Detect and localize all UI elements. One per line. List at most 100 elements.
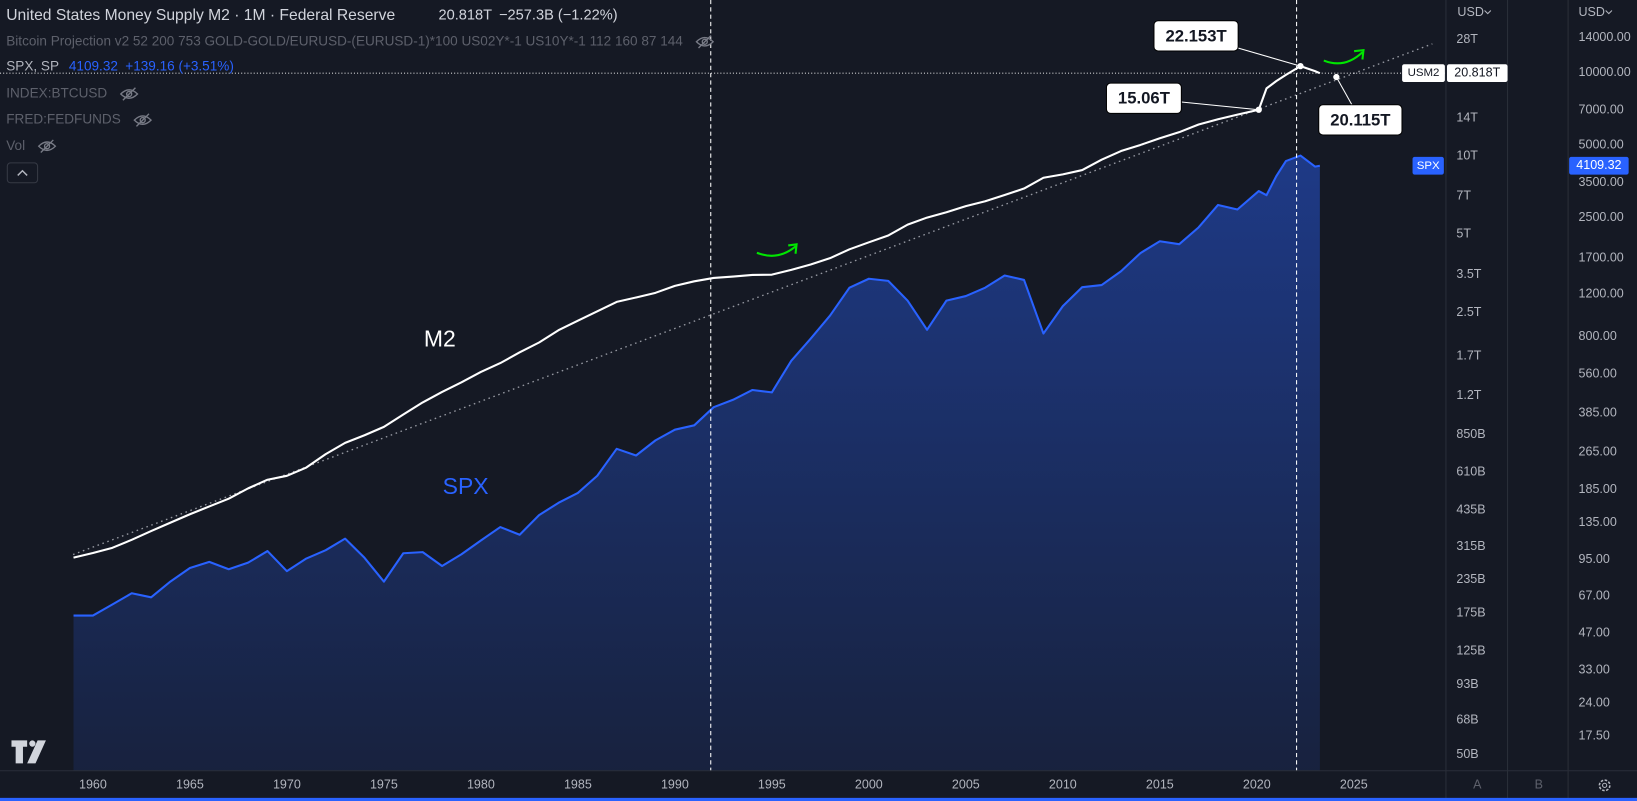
- y-tick-label: 5T: [1456, 227, 1471, 241]
- x-tick-label: 2000: [855, 778, 883, 792]
- y2-tick-label: 1700.00: [1579, 250, 1624, 264]
- overlay: 28T 14T 10T 7T 5T 3.5T 2.5T 1.7T 1.2T 850B 610B 435…: [38, 20, 1631, 792]
- y-tick-label: 7T: [1456, 189, 1471, 203]
- y-tick-label: 10T: [1456, 148, 1478, 162]
- price-tag: [1446, 64, 1508, 83]
- x-tick-label: 1985: [564, 778, 592, 792]
- legend-row[interactable]: SPX, SP: [6, 58, 59, 73]
- x-tick-label: 1960: [79, 778, 107, 792]
- x-tick-label: 1975: [370, 778, 398, 792]
- y2-tick-label: 560.00: [1579, 366, 1617, 380]
- callout-label: 20.115T: [1330, 110, 1391, 129]
- dropdown-caret: [1484, 10, 1492, 15]
- logo: [11, 740, 46, 764]
- legend-change: +139.16 (+3.51%): [125, 58, 234, 73]
- bottom-strip: [0, 797, 1637, 801]
- series-label: SPX: [443, 473, 489, 499]
- y2-tick-label: 385.00: [1579, 406, 1617, 420]
- x-tick-label: 1965: [176, 778, 204, 792]
- y2-tick-label: 10000.00: [1579, 65, 1631, 79]
- x-tick-label: 1980: [467, 778, 495, 792]
- y2-tick-label: 47.00: [1579, 625, 1610, 639]
- x-tick-label: 2010: [1049, 778, 1077, 792]
- line: [73, 65, 1321, 559]
- legend-row[interactable]: FRED:FEDFUNDS: [6, 112, 121, 127]
- green-arrow: [1323, 48, 1365, 65]
- scale-button[interactable]: B: [1535, 778, 1543, 792]
- y-tick-label: 610B: [1456, 464, 1485, 478]
- header-change: −257.3B (−1.22%): [499, 8, 618, 24]
- y-tick-label: 14T: [1456, 110, 1478, 124]
- callout-label: 22.153T: [1165, 26, 1227, 45]
- y2-tick-label: 800.00: [1579, 329, 1617, 343]
- x-tick-label: 2015: [1146, 778, 1174, 792]
- trend-line: [72, 43, 1433, 556]
- callout-box: [1153, 20, 1239, 52]
- y2-tick-label: 33.00: [1579, 662, 1610, 676]
- y-tick-label: 50B: [1456, 747, 1478, 761]
- header-last: 20.818T: [438, 8, 492, 24]
- y-tick-label: 28T: [1456, 32, 1478, 46]
- price-tag-name: SPX: [1417, 160, 1440, 172]
- price-tag-label: 20.818T: [1454, 65, 1500, 79]
- price-tag: [1569, 156, 1629, 175]
- legend-row[interactable]: Bitcoin Projection v2 52 200 753 GOLD-GO…: [6, 33, 683, 48]
- y-tick-label: 93B: [1456, 677, 1478, 691]
- currency-menu[interactable]: USD: [1579, 5, 1605, 19]
- x-tick-label: 1995: [758, 778, 786, 792]
- y-tick-label: 235B: [1456, 572, 1485, 586]
- y2-tick-label: 7000.00: [1579, 102, 1624, 116]
- green-arrow: [756, 243, 798, 257]
- x-tick-label: 2005: [952, 778, 980, 792]
- y-tick-label: 175B: [1456, 605, 1485, 619]
- y2-tick-label: 185.00: [1579, 482, 1617, 496]
- callout-box: [1105, 82, 1182, 114]
- y-tick-label: 3.5T: [1456, 267, 1481, 281]
- y2-tick-label: 14000.00: [1579, 30, 1631, 44]
- price-tag: [1412, 156, 1444, 175]
- y2-tick-label: 24.00: [1579, 696, 1610, 710]
- y-tick-label: 68B: [1456, 712, 1478, 726]
- y2-tick-label: 95.00: [1579, 552, 1610, 566]
- legend-last: 4109.32: [69, 58, 118, 73]
- plot-over: [0, 0, 1446, 771]
- price-tag: [1402, 64, 1445, 83]
- x-tick-label: 2020: [1243, 778, 1271, 792]
- plot-under: [73, 154, 1321, 771]
- price-tag-label: 4109.32: [1576, 158, 1621, 172]
- price-tag-name: USM2: [1408, 67, 1440, 79]
- settings-button[interactable]: [1598, 779, 1611, 792]
- x-tick-label: 2025: [1340, 778, 1368, 792]
- annotation-point: [1333, 73, 1340, 81]
- y-tick-label: 315B: [1456, 539, 1485, 553]
- callout-label: 15.06T: [1118, 89, 1171, 108]
- y2-tick-label: 5000.00: [1579, 138, 1624, 152]
- chart-title: United States Money Supply M2 · 1M · Fed…: [6, 7, 395, 24]
- currency-menu[interactable]: USD: [1457, 5, 1483, 19]
- y2-tick-label: 67.00: [1579, 588, 1610, 602]
- y2-tick-label: 3500.00: [1579, 175, 1624, 189]
- callout-box: [1318, 104, 1403, 136]
- y-tick-label: 1.7T: [1456, 349, 1481, 363]
- annotation-point: [1297, 63, 1304, 70]
- y-tick-label: 125B: [1456, 643, 1485, 657]
- legend-row[interactable]: Vol: [6, 138, 25, 153]
- y2-tick-label: 135.00: [1579, 515, 1617, 529]
- series-label: M2: [424, 326, 456, 352]
- y-tick-label: 435B: [1456, 503, 1485, 517]
- collapse-button[interactable]: [6, 162, 39, 184]
- y-tick-label: 850B: [1456, 427, 1485, 441]
- y-tick-label: 1.2T: [1456, 388, 1481, 402]
- y2-tick-label: 17.50: [1579, 729, 1610, 743]
- y2-tick-label: 1200.00: [1579, 287, 1624, 301]
- x-tick-label: 1990: [661, 778, 689, 792]
- y2-tick-label: 265.00: [1579, 445, 1617, 459]
- y2-tick-label: 2500.00: [1579, 210, 1624, 224]
- line: [73, 154, 1321, 617]
- x-tick-label: 1970: [273, 778, 301, 792]
- legend-row[interactable]: INDEX:BTCUSD: [6, 86, 107, 101]
- scale-button[interactable]: A: [1473, 778, 1482, 792]
- dropdown-caret: [1605, 10, 1613, 15]
